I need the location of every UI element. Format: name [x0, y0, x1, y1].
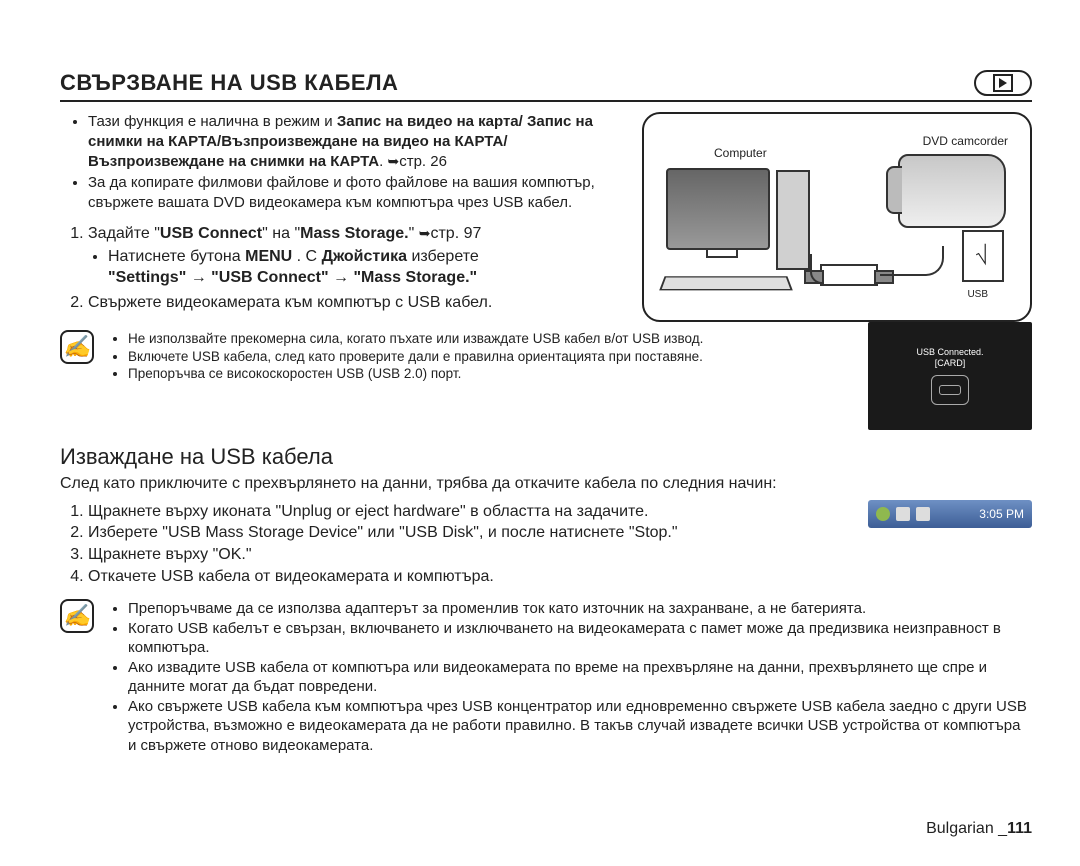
- page-ref-arrow-icon: [419, 225, 431, 242]
- step-item: Свържете видеокамерата към компютър с US…: [88, 292, 628, 313]
- step-item: Задайте "USB Connect" на "Mass Storage."…: [88, 223, 628, 288]
- connection-diagram: Computer DVD camcorder USB: [642, 112, 1032, 322]
- monitor-icon: [666, 168, 770, 250]
- tray-icon: [916, 507, 930, 521]
- note-item: Препоръчваме да се използва адаптерът за…: [128, 599, 1032, 619]
- screen-status-line: [CARD]: [916, 358, 983, 369]
- diagram-label-usb: USB: [967, 289, 988, 300]
- tray-eject-icon: [876, 507, 890, 521]
- note-list: Не използвайте прекомерна сила, когато п…: [108, 330, 850, 383]
- note-list: Препоръчваме да се използва адаптерът за…: [108, 599, 1032, 755]
- page-footer: Bulgarian _111: [926, 820, 1032, 838]
- step-item: Щракнете върху "OK.": [88, 544, 1032, 566]
- substep-item: Натиснете бутона MENU . С Джойстика избе…: [108, 246, 628, 288]
- intro-bullet-list: Тази функция е налична в режим и Запис н…: [60, 112, 628, 213]
- lcd-screenshot: USB Connected. [CARD]: [868, 322, 1032, 430]
- cable-line-icon: [880, 246, 944, 276]
- note-item: Ако свържете USB кабела към компютъра чр…: [128, 697, 1032, 756]
- note-item: Не използвайте прекомерна сила, когато п…: [128, 330, 850, 348]
- usb-cable-icon: [820, 264, 878, 286]
- tray-icon: [896, 507, 910, 521]
- note-item: Ако извадите USB кабела от компютъра или…: [128, 658, 1032, 697]
- section-subheading: Изваждане на USB кабела: [60, 444, 1032, 470]
- camcorder-icon: [898, 154, 1006, 228]
- taskbar-clock: 3:05 PM: [979, 507, 1024, 521]
- diagram-label-computer: Computer: [714, 146, 767, 160]
- intro-bullet: За да копирате филмови файлове и фото фа…: [88, 173, 628, 213]
- usb-port-icon: [962, 230, 1004, 282]
- page-ref-arrow-icon: [387, 153, 399, 170]
- note-icon: ✍: [60, 599, 94, 633]
- usb-symbol-icon: [931, 375, 969, 405]
- step-item: Откачете USB кабела от видеокамерата и к…: [88, 566, 1032, 588]
- diagram-label-camcorder: DVD camcorder: [923, 134, 1008, 148]
- note-icon: ✍: [60, 330, 94, 364]
- note-item: Препоръчва се високоскоростен USB (USB 2…: [128, 365, 850, 383]
- note-item: Включете USB кабела, след като проверите…: [128, 348, 850, 366]
- note-item: Когато USB кабелът е свързан, включванет…: [128, 619, 1032, 658]
- playback-mode-icon: [974, 70, 1032, 96]
- windows-taskbar-screenshot: 3:05 PM: [868, 500, 1032, 528]
- pc-tower-icon: [776, 170, 810, 270]
- keyboard-icon: [659, 276, 793, 290]
- intro-bullet: Тази функция е налична в режим и Запис н…: [88, 112, 628, 171]
- page-title: СВЪРЗВАНЕ НА USB КАБЕЛА: [60, 70, 398, 96]
- cable-line-icon: [810, 254, 822, 284]
- screen-status-line: USB Connected.: [916, 347, 983, 358]
- connect-steps-list: Задайте "USB Connect" на "Mass Storage."…: [60, 223, 628, 313]
- body-paragraph: След като приключите с прехвърлянето на …: [60, 474, 1032, 495]
